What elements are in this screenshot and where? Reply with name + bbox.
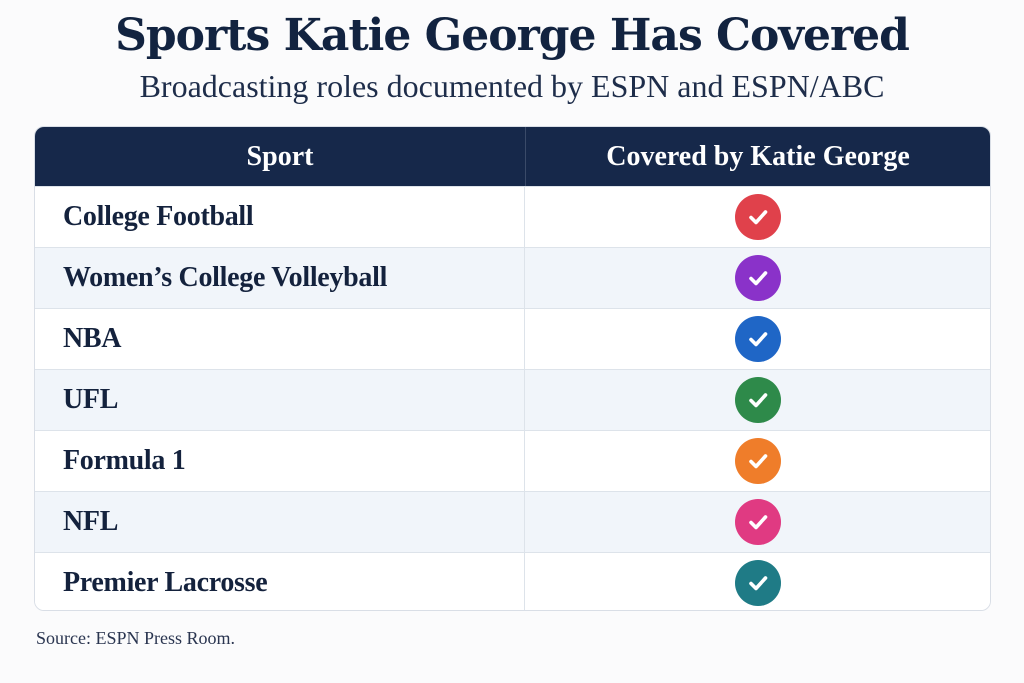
page-title: Sports Katie George Has Covered	[115, 10, 910, 61]
check-icon	[734, 194, 781, 240]
check-icon	[734, 499, 781, 545]
table-body: College Football Women’s College Volleyb…	[35, 186, 990, 610]
table-row: NBA	[35, 308, 990, 369]
covered-cell	[525, 553, 990, 610]
covered-cell	[525, 370, 990, 430]
sport-name: UFL	[35, 370, 525, 430]
sport-name: NBA	[35, 309, 525, 369]
sport-name: Formula 1	[35, 431, 525, 491]
header-sport: Sport	[35, 127, 526, 186]
check-icon	[734, 560, 781, 606]
covered-cell	[525, 248, 990, 308]
header-covered: Covered by Katie George	[606, 140, 910, 172]
table-row: UFL	[35, 369, 990, 430]
sport-name: College Football	[35, 187, 525, 247]
source-note: Source: ESPN Press Room.	[36, 628, 236, 648]
covered-cell	[525, 187, 990, 247]
table-row: Formula 1	[35, 430, 990, 491]
covered-cell	[525, 492, 990, 552]
table-row: NFL	[35, 491, 990, 552]
check-icon	[734, 316, 781, 362]
check-icon	[734, 255, 781, 301]
table-header: Sport Covered by Katie George	[35, 127, 990, 186]
sport-name: Premier Lacrosse	[35, 553, 525, 610]
covered-cell	[525, 309, 990, 369]
check-icon	[734, 438, 781, 484]
sport-name: Women’s College Volleyball	[35, 248, 525, 308]
table-row: College Football	[35, 186, 990, 247]
table-row: Women’s College Volleyball	[35, 247, 990, 308]
coverage-table: Sport Covered by Katie George College Fo…	[34, 126, 991, 611]
page-subtitle: Broadcasting roles documented by ESPN an…	[139, 68, 885, 104]
table-row: Premier Lacrosse	[35, 552, 990, 610]
sport-name: NFL	[35, 492, 525, 552]
check-icon	[734, 377, 781, 423]
covered-cell	[525, 431, 990, 491]
